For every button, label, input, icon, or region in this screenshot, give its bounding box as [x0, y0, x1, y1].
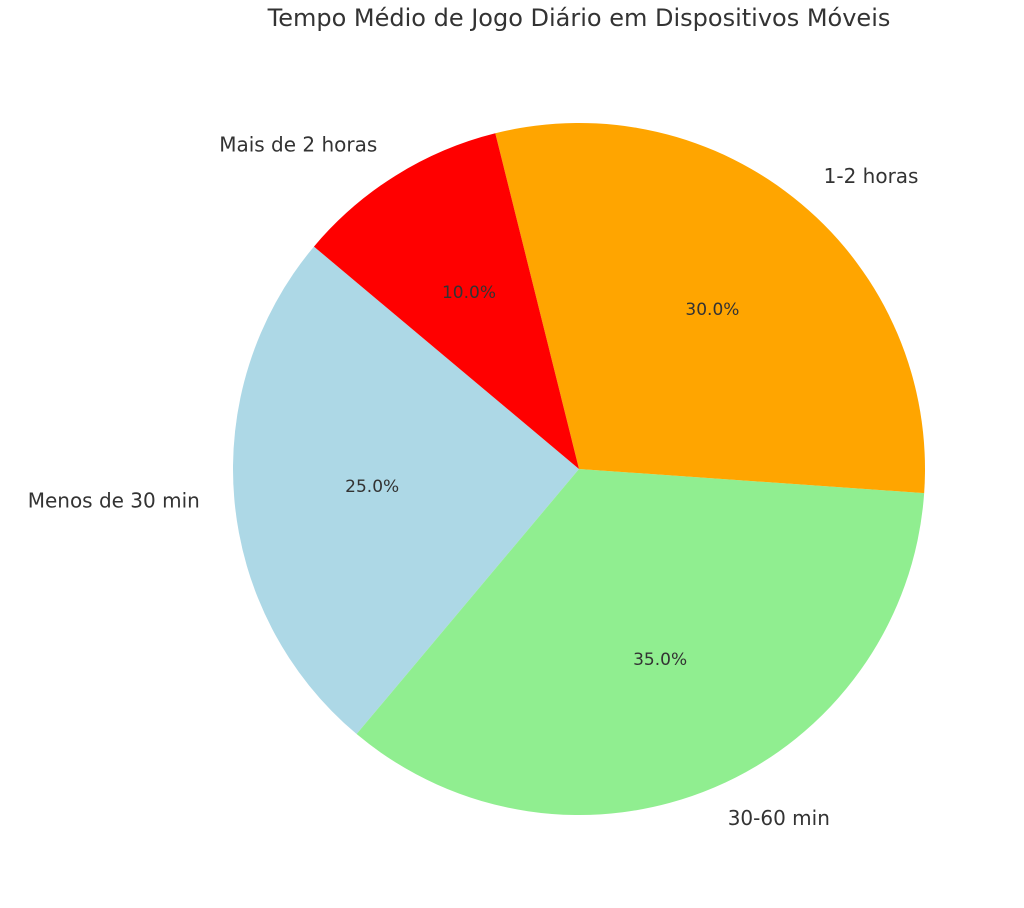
slice-label: Mais de 2 horas	[219, 133, 377, 157]
slice-label: 1-2 horas	[824, 164, 919, 188]
slice-label: 30-60 min	[728, 806, 830, 830]
value-label: 10.0%	[442, 283, 496, 303]
pie-slice	[232, 246, 579, 735]
value-label: 35.0%	[633, 650, 687, 670]
pie-slice	[356, 469, 925, 815]
slice-label: Menos de 30 min	[28, 489, 200, 513]
pie-slice	[495, 123, 925, 494]
chart-title: Tempo Médio de Jogo Diário em Dispositiv…	[267, 4, 891, 32]
value-label: 30.0%	[685, 300, 739, 320]
pie-slice	[313, 133, 579, 469]
value-label: 25.0%	[345, 477, 399, 497]
